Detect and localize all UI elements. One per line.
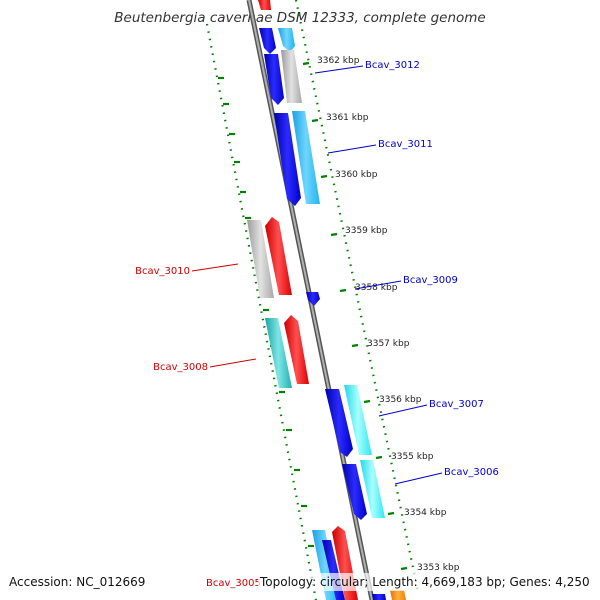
tick-mark [375,455,383,460]
tick-mark [330,232,338,237]
gene-arrow[interactable] [344,385,372,455]
leader-line [378,404,428,417]
leader-line [314,65,364,74]
gene-arrow[interactable] [342,464,367,520]
scale-label: 3353 kbp [417,563,460,573]
tick-mark [351,343,359,348]
leader-line [354,280,402,290]
reverse-genes [247,0,358,600]
gene-arrow[interactable] [325,389,353,457]
gene-label[interactable]: Bcav_3006 [444,467,499,478]
scale-label: 3362 kbp [317,56,360,66]
gene-arrow[interactable] [278,28,295,52]
leader-line [209,358,257,368]
leader-lines [191,65,443,485]
scale-label: 3356 kbp [379,395,422,405]
tick-marks [218,61,408,571]
gene-arrow[interactable] [360,460,385,518]
tick-mark [339,288,347,293]
scale-label: 3355 kbp [391,452,434,462]
gene-label[interactable]: Bcav_3007 [429,399,484,410]
gene-arrow[interactable] [390,590,406,600]
scale-label: 3358 kbp [355,283,398,293]
gene-label[interactable]: Bcav_3009 [403,275,458,286]
gene-arrow[interactable] [284,315,309,384]
gene-arrow[interactable] [247,220,274,298]
scale-labels: 3362 kbp 3361 kbp 3360 kbp 3359 kbp 3358… [317,56,460,573]
accession-text: Accession: NC_012669 [9,575,145,589]
gene-label[interactable]: Bcav_3012 [365,60,420,71]
footer-backdrop [258,573,592,591]
gene-arrow[interactable] [274,113,301,206]
gene-arrow[interactable] [259,28,276,54]
gene-label[interactable]: Bcav_3008 [153,362,208,373]
topology-text: Topology: circular; Length: 4,669,183 bp… [259,575,590,589]
outer-boundary-line [294,0,420,593]
forward-genes [259,28,406,600]
gene-arrow[interactable] [372,594,386,600]
tick-mark [387,511,395,516]
gene-label[interactable]: Bcav_3011 [378,139,433,150]
gene-arrow[interactable] [292,111,320,204]
tick-mark [363,399,371,404]
gene-arrow[interactable] [258,0,271,10]
tick-mark [400,566,408,571]
gene-arrow[interactable] [264,54,284,105]
leader-line [327,144,377,154]
gene-label[interactable]: Bcav_3005 [206,578,261,589]
gene-arrow[interactable] [265,217,292,295]
inner-boundary-line [205,23,318,600]
map-title: Beutenbergia cavernae DSM 12333, complet… [114,10,485,26]
tick-mark [311,118,319,123]
gene-arrow[interactable] [281,50,302,103]
leader-line [394,472,443,485]
tick-mark [320,174,328,179]
leader-line [191,263,239,272]
gene-label[interactable]: Bcav_3010 [135,266,190,277]
tick-mark [302,61,310,66]
scale-label: 3361 kbp [326,113,369,123]
scale-label: 3360 kbp [335,170,378,180]
scale-label: 3357 kbp [367,339,410,349]
gene-arrow[interactable] [306,292,320,306]
scale-label: 3354 kbp [404,508,447,518]
gene-labels: Bcav_3012 Bcav_3011 Bcav_3010 Bcav_3009 … [135,60,499,589]
scale-label: 3359 kbp [345,226,388,236]
gene-arrow[interactable] [265,318,292,388]
